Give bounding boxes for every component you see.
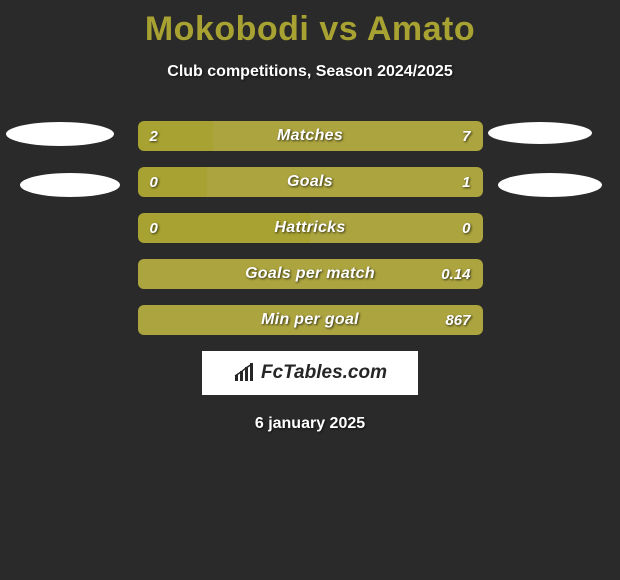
comparison-row: 0Hattricks0 — [138, 213, 483, 243]
bar-label: Matches — [138, 121, 483, 151]
decorative-ellipse — [498, 173, 602, 197]
logo-label: FcTables.com — [261, 362, 387, 384]
comparison-row: Goals per match0.14 — [138, 259, 483, 289]
footer-date: 6 january 2025 — [0, 415, 620, 433]
bar-label: Min per goal — [138, 305, 483, 335]
comparison-row: 2Matches7 — [138, 121, 483, 151]
bar-label: Goals per match — [138, 259, 483, 289]
decorative-ellipse — [20, 173, 120, 197]
page-title: Mokobodi vs Amato — [0, 0, 620, 49]
comparison-row: Min per goal867 — [138, 305, 483, 335]
bar-value-right: 7 — [462, 121, 470, 151]
bar-value-right: 867 — [445, 305, 470, 335]
comparison-bars: 2Matches70Goals10Hattricks0Goals per mat… — [138, 121, 483, 335]
bar-label: Goals — [138, 167, 483, 197]
attribution-logo: FcTables.com — [202, 351, 418, 395]
bar-label: Hattricks — [138, 213, 483, 243]
decorative-ellipse — [6, 122, 114, 146]
bar-value-right: 0 — [462, 213, 470, 243]
bar-chart-icon — [233, 363, 257, 383]
decorative-ellipse — [488, 122, 592, 144]
bar-value-right: 1 — [462, 167, 470, 197]
page-subtitle: Club competitions, Season 2024/2025 — [0, 63, 620, 81]
logo-text-wrap: FcTables.com — [233, 362, 387, 384]
comparison-row: 0Goals1 — [138, 167, 483, 197]
comparison-panel: 2Matches70Goals10Hattricks0Goals per mat… — [0, 121, 620, 433]
bar-value-right: 0.14 — [441, 259, 470, 289]
